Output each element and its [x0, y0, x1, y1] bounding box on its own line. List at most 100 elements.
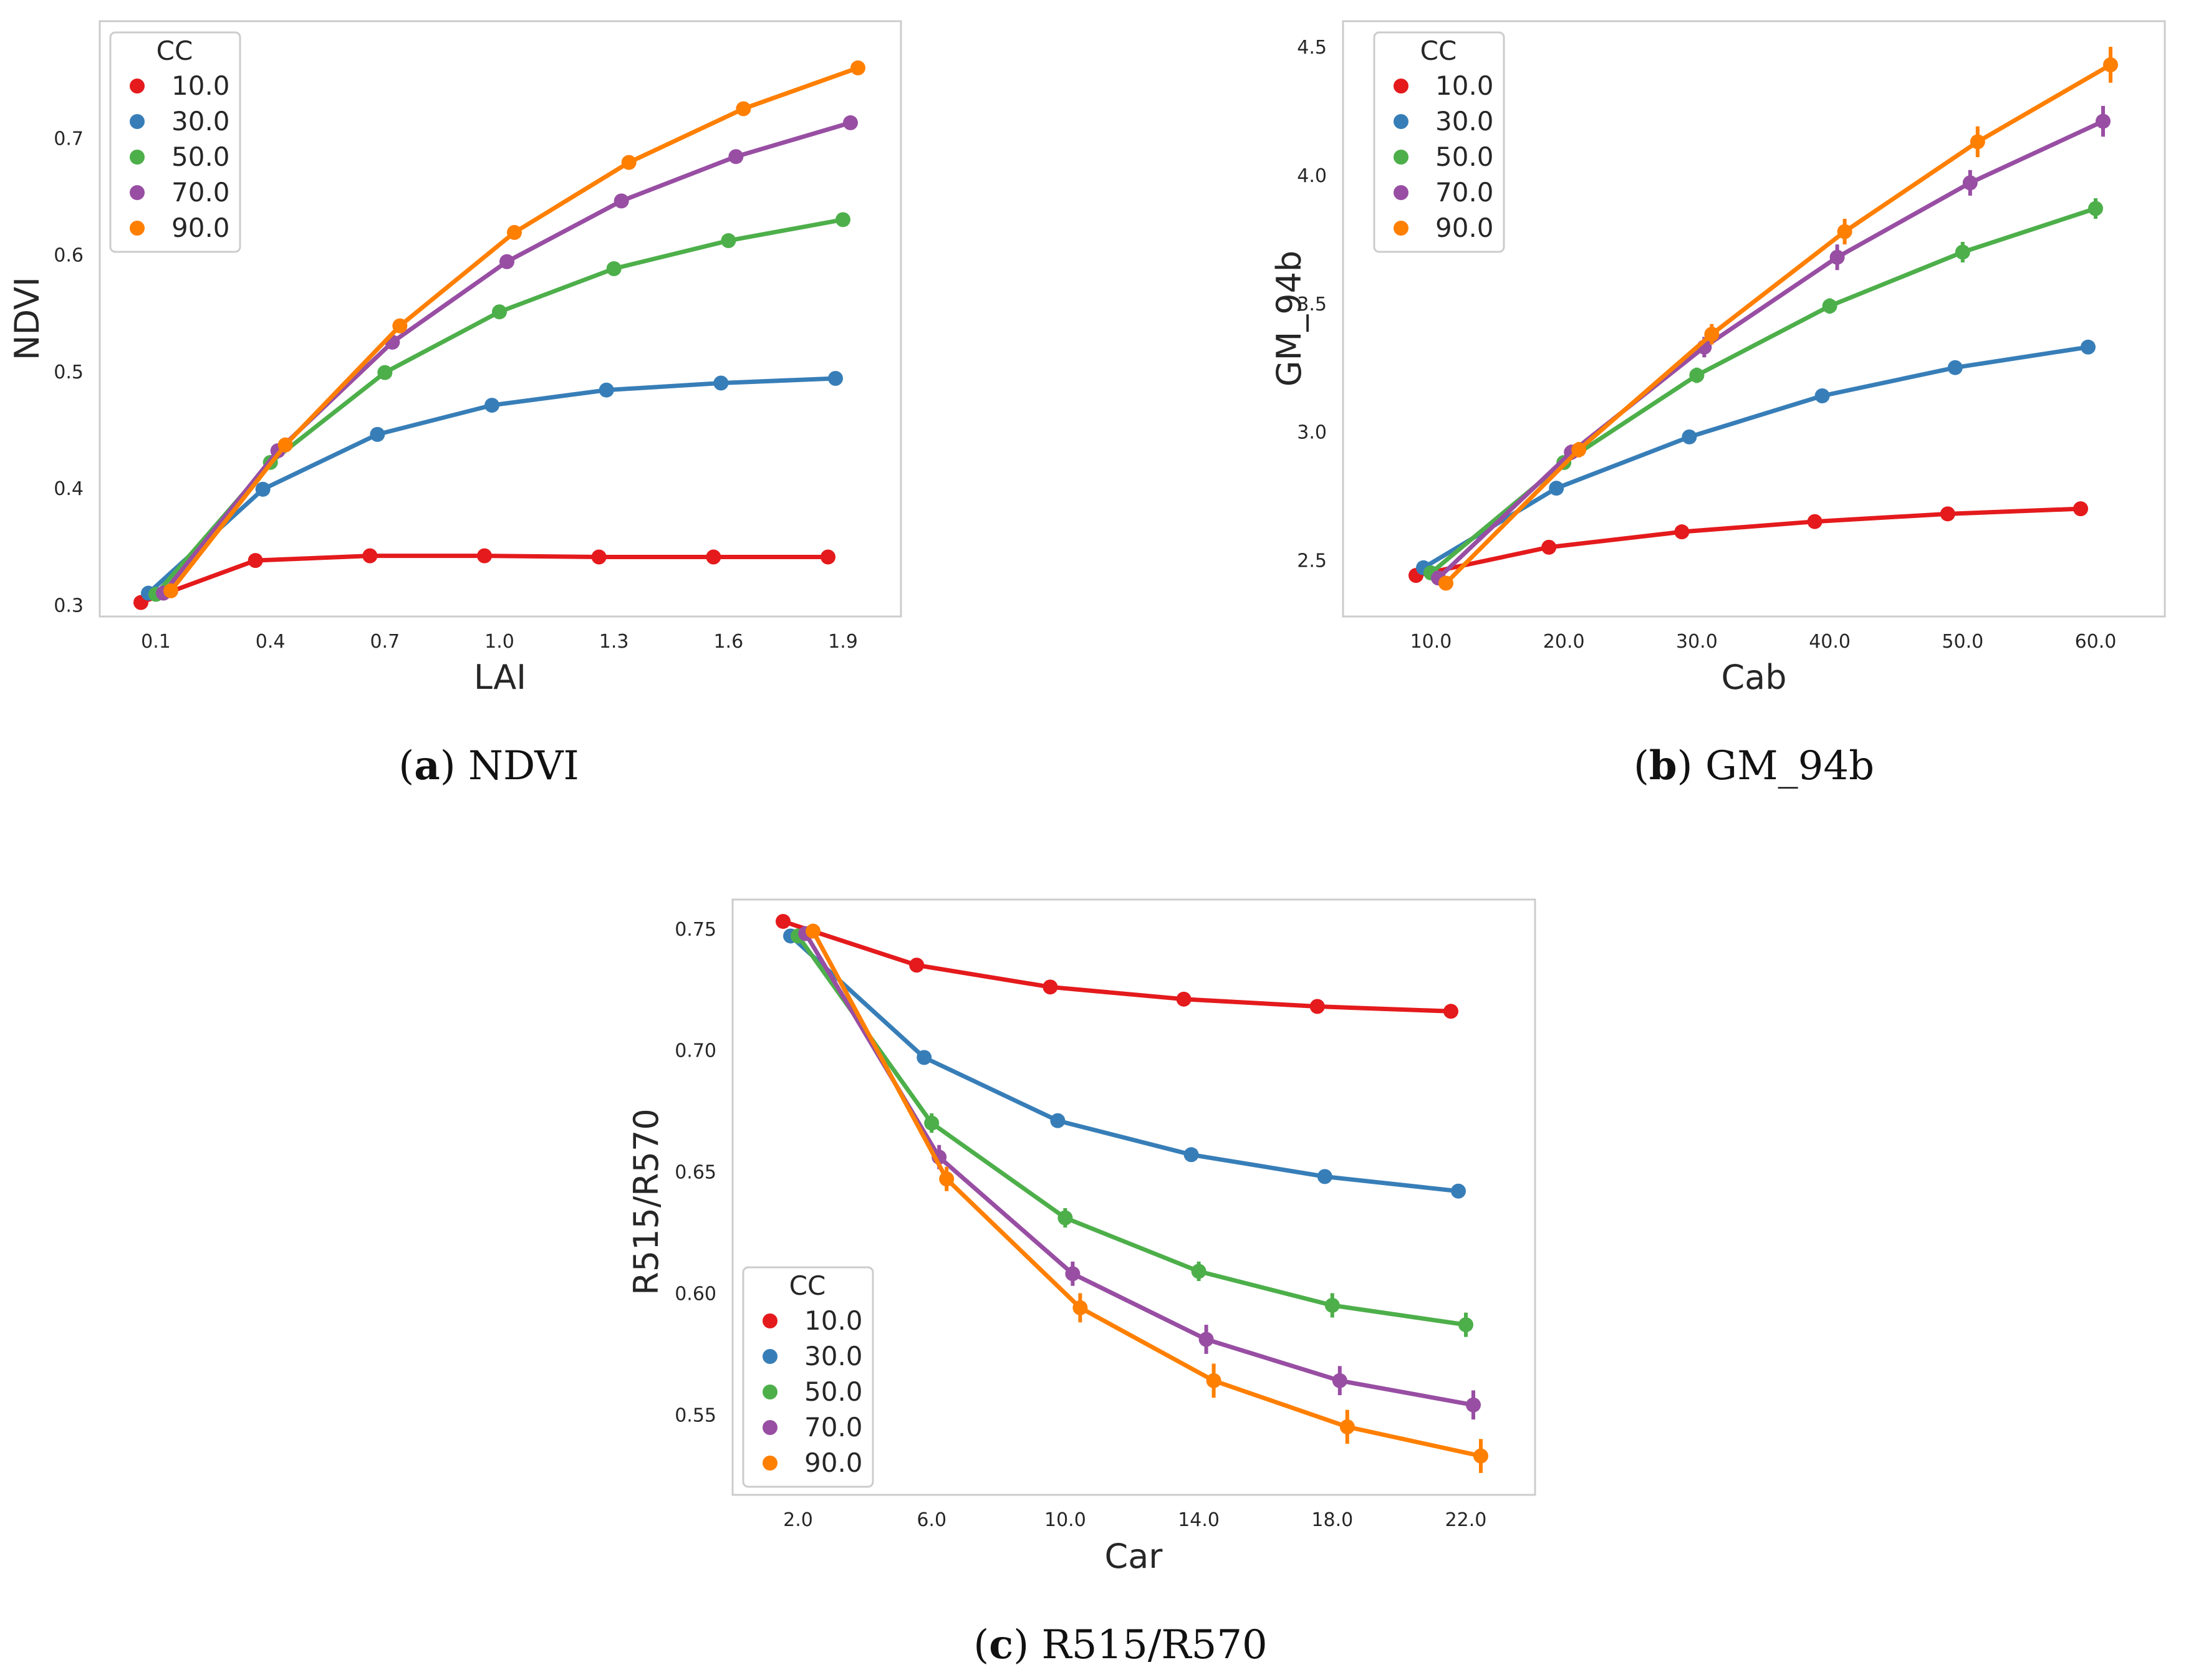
data-point — [828, 371, 843, 386]
data-point — [591, 549, 607, 565]
data-point — [1198, 1332, 1214, 1347]
data-point — [1050, 1113, 1066, 1128]
series-line — [782, 919, 1452, 1014]
series-30.0 — [783, 928, 1466, 1199]
data-point — [1451, 1183, 1466, 1199]
panel-caption: (b) GM_94b — [1634, 742, 1874, 789]
series-90.0 — [163, 60, 865, 598]
x-tick-label: 40.0 — [1809, 631, 1851, 653]
legend-marker — [130, 185, 145, 200]
data-point — [713, 375, 729, 391]
data-point — [843, 115, 858, 130]
series-50.0 — [1423, 198, 2103, 581]
series-90.0 — [1438, 47, 2118, 591]
data-point — [1065, 1266, 1081, 1282]
y-axis-label: R515/R570 — [627, 1108, 666, 1295]
data-point — [362, 548, 378, 564]
data-point — [917, 1050, 932, 1065]
legend: CC 10.0 30.0 50.0 70.0 90.0 — [1373, 31, 1505, 253]
y-tick-label: 0.60 — [675, 1283, 716, 1305]
series-90.0 — [806, 923, 1488, 1473]
data-point — [163, 583, 178, 598]
series-30.0 — [1416, 339, 2096, 575]
plot-frame — [731, 898, 1536, 1496]
data-point — [614, 193, 629, 209]
series-10.0 — [1408, 501, 2088, 583]
y-tick-label: 0.5 — [54, 362, 84, 383]
legend-entry: 50.0 — [1435, 142, 1494, 172]
data-point — [850, 60, 865, 75]
series-30.0 — [141, 371, 843, 601]
data-point — [1176, 991, 1192, 1007]
y-tick-labels: 2.5 3.0 3.5 4.0 4.5 — [1297, 37, 1327, 572]
legend-marker — [130, 221, 145, 236]
data-point — [1549, 481, 1564, 496]
series-line — [154, 217, 844, 596]
data-point — [507, 224, 522, 240]
y-tick-label: 0.75 — [675, 919, 716, 941]
y-tick-labels: 0.55 0.60 0.65 0.70 0.75 — [675, 919, 716, 1427]
caption-text: NDVI — [468, 743, 579, 789]
series-line — [1429, 206, 2097, 575]
data-point — [1466, 1397, 1481, 1413]
legend-entry: 50.0 — [171, 142, 230, 172]
plot-frame — [99, 20, 902, 618]
data-point — [2081, 339, 2096, 355]
legend-entry: 30.0 — [171, 106, 230, 137]
data-point — [477, 548, 492, 564]
series-lines — [1408, 47, 2118, 591]
legend-marker — [763, 1456, 778, 1471]
caption-text: R515/R570 — [1042, 1622, 1268, 1668]
data-point — [728, 149, 744, 165]
legend-title: CC — [789, 1270, 826, 1301]
legend: CC 10.0 30.0 50.0 70.0 90.0 — [109, 31, 241, 253]
panel-c-r515-r570-chart: 2.0 6.0 10.0 14.0 18.0 22.0 0.550.600.650.700… — [627, 898, 1536, 1668]
x-axis-label: LAI — [474, 658, 526, 697]
x-tick-label: 22.0 — [1445, 1509, 1487, 1531]
x-tick-label: 20.0 — [1543, 631, 1585, 653]
legend-entry: 10.0 — [804, 1305, 863, 1336]
panel-caption: (a) NDVI — [398, 742, 579, 789]
caption-letter: c — [989, 1621, 1013, 1668]
data-point — [1541, 539, 1557, 555]
caption-letter: b — [1649, 742, 1677, 789]
series-line — [1444, 62, 2112, 585]
y-axis-label: NDVI — [7, 277, 47, 360]
legend: CC 10.0 30.0 50.0 70.0 90.0 — [742, 1266, 874, 1488]
data-point — [1057, 1210, 1073, 1226]
data-point — [2088, 201, 2103, 216]
x-tick-label: 1.9 — [828, 631, 858, 653]
x-tick-label: 0.4 — [256, 631, 286, 653]
y-tick-label: 0.6 — [54, 245, 84, 267]
legend-marker — [763, 1313, 778, 1328]
y-axis-label: GM_94b — [1269, 251, 1309, 386]
data-point — [277, 437, 293, 453]
series-lines — [776, 914, 1488, 1473]
series-line — [803, 932, 1474, 1408]
data-point — [806, 923, 821, 939]
caption-text: GM_94b — [1705, 743, 1874, 789]
data-point — [1807, 514, 1822, 529]
data-point — [1674, 524, 1690, 540]
series-50.0 — [148, 212, 850, 602]
y-tick-label: 0.55 — [675, 1404, 716, 1426]
data-point — [1309, 999, 1325, 1014]
series-70.0 — [798, 926, 1481, 1420]
data-point — [1458, 1317, 1473, 1333]
caption-letter: a — [414, 742, 440, 789]
data-point — [1571, 442, 1587, 458]
legend-marker — [1394, 79, 1408, 94]
x-tick-label: 6.0 — [917, 1509, 946, 1531]
legend-marker — [130, 150, 145, 165]
legend-title: CC — [156, 36, 193, 66]
legend-entry: 90.0 — [1435, 213, 1494, 243]
x-tick-label: 30.0 — [1676, 631, 1718, 653]
series-10.0 — [133, 548, 835, 610]
legend-marker — [1394, 185, 1408, 200]
data-point — [2073, 501, 2088, 517]
series-line — [1422, 345, 2089, 570]
data-point — [1829, 249, 1845, 265]
legend-entry: 70.0 — [804, 1412, 863, 1442]
y-tick-label: 3.5 — [1297, 294, 1327, 315]
x-tick-label: 14.0 — [1178, 1509, 1220, 1531]
